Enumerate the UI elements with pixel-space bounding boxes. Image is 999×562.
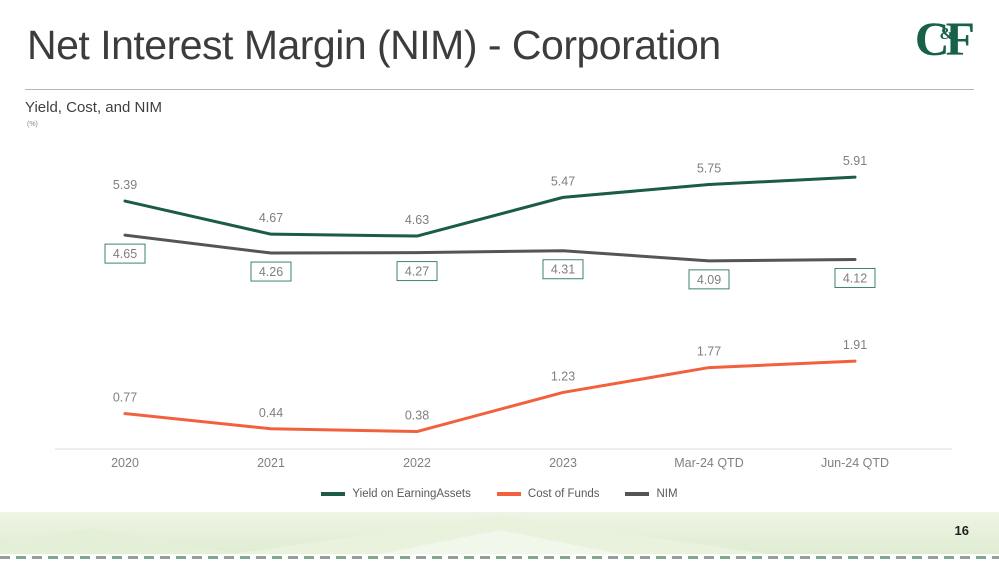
data-label: 0.38 [405,409,429,423]
data-label-nim: 4.31 [551,263,575,277]
legend-item-nim: NIM [625,488,678,500]
legend-label: Yield on EarningAssets [352,488,471,500]
data-label: 4.63 [405,213,429,227]
cf-logo: C&F [915,16,975,64]
data-label: 5.39 [113,178,137,192]
chart-title: Yield, Cost, and NIM [25,99,162,116]
page-number: 16 [954,523,969,538]
nim-label-box [104,243,146,264]
data-label-nim: 4.12 [843,271,867,285]
chart-legend: Yield on EarningAssets Cost of Funds NIM [0,488,999,500]
footer-green-band [0,512,999,554]
data-label: 1.23 [551,369,575,383]
data-label: 4.67 [259,211,283,225]
data-label-nim: 4.26 [259,265,283,279]
legend-label: Cost of Funds [527,488,600,500]
legend-swatch-cost-of-funds [496,492,521,496]
data-label: 5.75 [697,162,721,176]
nim-label-box [688,269,730,290]
data-label-nim: 4.65 [113,247,137,261]
logo-letter-f: F [945,13,975,66]
logo-letter-c: C [914,13,950,66]
x-axis-label: Jun-24 QTD [821,456,889,470]
legend-item-yield-on-earningassets: Yield on EarningAssets [321,488,471,500]
legend-swatch-nim [625,492,650,496]
footer-chevron-pattern [0,516,770,554]
series-line-cost-of-funds [123,359,857,434]
footer-dash-strip [0,556,999,559]
legend-item-cost-of-funds: Cost of Funds [496,488,600,500]
page-title: Net Interest Margin (NIM) - Corporation [27,22,721,68]
nim-line-chart: 2020 2021 2022 2023 Mar-24 QTD Jun-24 QTD 5.39… [55,154,952,470]
x-axis-label: 2022 [403,456,431,470]
x-axis-label: Mar-24 QTD [674,456,743,470]
data-label: 5.91 [843,154,867,168]
series-line-nim [123,233,857,263]
series-line-yield-on-earningassets [123,175,857,238]
data-label: 5.47 [551,174,575,188]
logo-ampersand: & [939,24,954,43]
legend-swatch-yield-on-earningassets [321,492,346,496]
x-axis-label: 2023 [549,456,577,470]
x-axis-label: 2020 [111,456,139,470]
data-label: 0.77 [113,391,137,405]
header-divider [25,89,974,90]
data-label: 1.77 [697,345,721,359]
nim-label-box [250,261,292,282]
data-label-nim: 4.27 [405,265,429,279]
nim-label-box [396,261,438,282]
legend-label: NIM [656,488,678,500]
data-label: 0.44 [259,406,283,420]
chart-unit-label: (%) [27,121,38,128]
data-label: 1.91 [843,338,867,352]
data-label-nim: 4.09 [697,273,721,287]
nim-label-box [542,259,584,280]
nim-label-box [834,267,876,288]
x-axis-label: 2021 [257,456,285,470]
